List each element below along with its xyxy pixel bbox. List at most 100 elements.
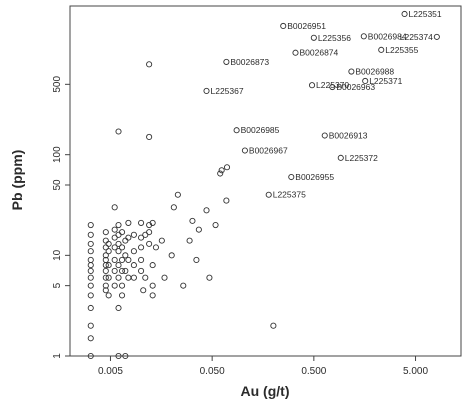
point-label: L225372 [345,153,378,163]
data-point [149,262,156,269]
data-point [149,282,156,289]
labeled-data-point [265,191,272,198]
point-label: B0026955 [295,172,334,182]
data-point [125,274,132,281]
y-tick-label: 50 [52,179,63,191]
data-point [122,267,129,274]
data-point [119,244,126,251]
data-point [119,267,126,274]
labeled-data-point [360,33,367,40]
point-label: B0026873 [230,57,269,67]
x-tick-label: 0.005 [98,366,123,377]
data-point [223,197,230,204]
point-label: B0026967 [249,146,288,156]
data-point [87,274,94,281]
data-point [119,229,126,236]
data-point [115,352,122,360]
data-point [195,226,202,233]
data-point [170,204,177,211]
data-point [87,267,94,274]
data-point [218,167,225,174]
data-point [138,244,145,251]
data-point [149,292,156,299]
labeled-data-point [378,46,385,53]
labeled-data-point [233,127,240,134]
data-points [87,61,277,360]
point-label: B0026874 [299,48,338,58]
point-label: L225351 [409,9,442,19]
data-point [212,221,219,229]
y-axis-label: Pb (ppm) [9,150,25,211]
data-point [87,304,94,312]
data-point [87,262,94,269]
data-point [115,231,122,238]
labeled-data-point [362,77,369,85]
x-tick-label: 0.500 [301,366,326,377]
data-point [115,248,122,255]
labeled-data-point [337,154,344,161]
y-tick-label: 5 [52,282,63,288]
labeled-data-point [348,68,355,75]
data-point [138,219,145,226]
data-point [115,221,122,229]
data-point [149,219,156,226]
data-point [87,231,94,238]
data-point [206,274,213,281]
data-point [174,191,181,198]
point-label: L225374 [400,32,433,42]
data-point [189,217,196,224]
labeled-data-point [223,58,230,65]
data-point [102,237,109,244]
data-point [130,274,137,281]
y-tick-label: 10 [52,249,63,261]
data-point [146,240,153,247]
data-point [130,231,137,238]
labeled-data-point [280,22,287,30]
y-tick-label: 1 [52,353,63,359]
data-point [105,262,112,269]
point-label: B0026985 [241,125,280,135]
point-label: L225356 [318,33,351,43]
data-point [87,240,94,247]
data-point [122,352,129,360]
data-point [115,240,122,247]
data-point [138,256,145,263]
labeled-data-point [203,87,210,94]
point-label: L225371 [369,76,402,86]
data-point [125,234,132,241]
point-label: B0026963 [336,82,375,92]
point-label: L225355 [385,45,418,55]
data-point [193,256,200,263]
data-point [158,237,165,244]
data-point [217,170,224,177]
x-axis-ticks: 0.005 0.050 0.500 5.000 [98,356,428,377]
data-point [105,274,112,281]
data-point [87,282,94,289]
data-point [115,304,122,312]
x-axis-label: Au (g/t) [241,383,290,399]
data-point [111,204,118,211]
data-point [105,292,112,299]
labeled-data-point [310,34,317,41]
data-point [186,237,193,244]
data-point [119,282,126,289]
data-point [102,274,109,281]
data-point [102,267,109,274]
data-point [115,128,122,135]
plot-frame [69,5,462,357]
data-point [111,256,118,263]
data-point [138,267,145,274]
point-label: L225367 [211,86,244,96]
data-point [87,352,94,360]
data-point [142,274,149,281]
y-axis-ticks: 1 5 10 50 100 500 [52,76,70,359]
data-point [102,229,109,236]
data-point [161,274,168,281]
data-point [203,207,210,214]
y-tick-label: 100 [52,146,63,163]
labeled-data-point [433,33,440,40]
point-label: B0026951 [287,21,326,31]
point-label: B0026984 [368,31,407,41]
